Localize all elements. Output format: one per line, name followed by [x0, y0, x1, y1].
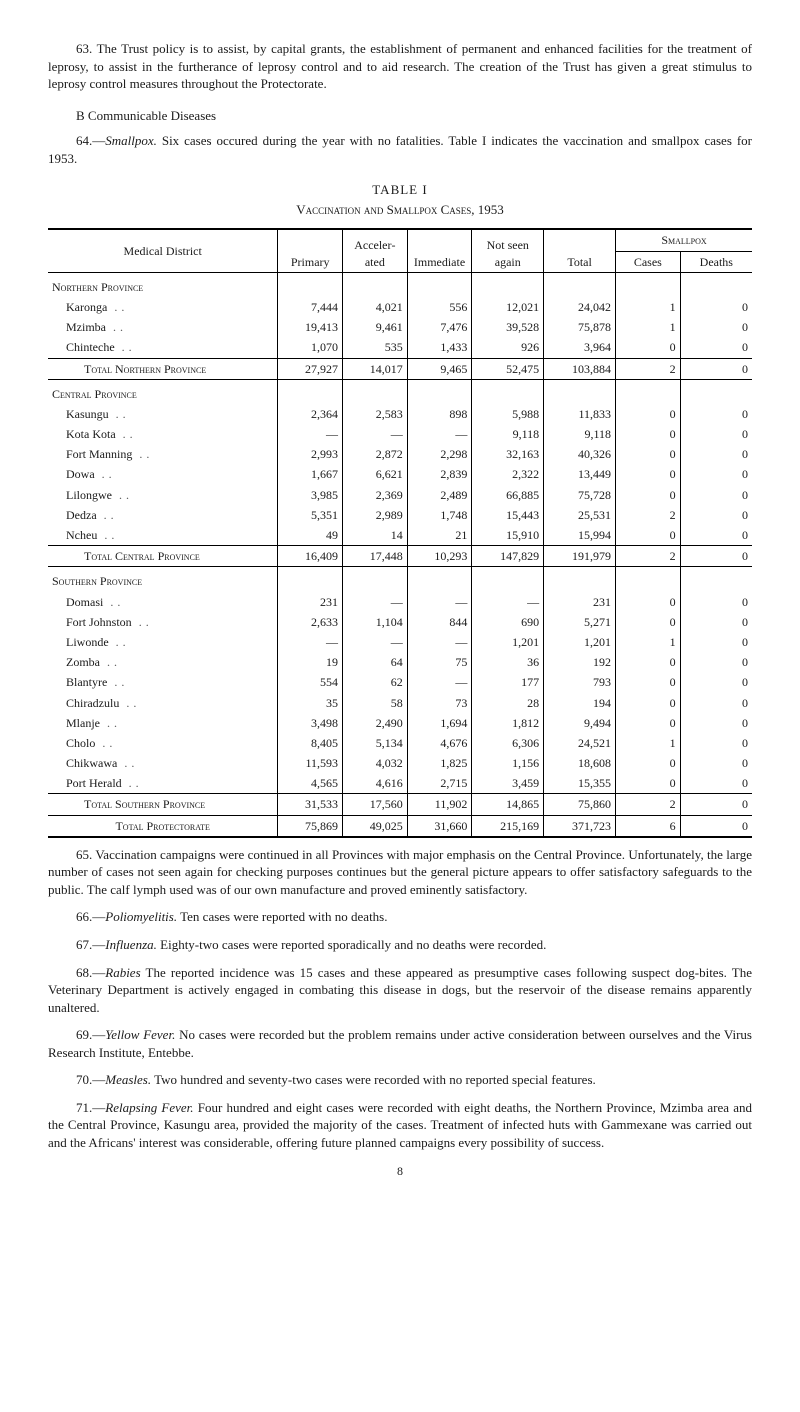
col-smallpox: Smallpox	[616, 229, 753, 251]
section-total-label: Total Northern Province	[48, 358, 278, 379]
grand-total-row: Total Protectorate75,869 49,025 31,660 2…	[48, 815, 752, 837]
section-total-label: Total Central Province	[48, 546, 278, 567]
para-70-rest: Two hundred and seventy-two cases were r…	[151, 1072, 596, 1087]
para-66: 66.—Poliomyelitis. Ten cases were report…	[48, 908, 752, 926]
table-row: Zomba19 64 75 36 192 0 0	[48, 652, 752, 672]
table-row: Liwonde— — — 1,201 1,201 1 0	[48, 632, 752, 652]
table-row: Cholo8,405 5,134 4,676 6,306 24,521 1 0	[48, 733, 752, 753]
col-not-seen: Not seen again	[472, 229, 544, 272]
col-medical-district: Medical District	[48, 229, 278, 272]
para-64: 64.—Smallpox. Six cases occured during t…	[48, 132, 752, 167]
table-row-label: Liwonde	[48, 632, 278, 652]
para-64-lead: 64.—	[76, 133, 105, 148]
section-head: Northern Province	[48, 272, 278, 297]
para-66-em: Poliomyelitis.	[105, 909, 177, 924]
table-row: Blantyre554 62 — 177 793 0 0	[48, 672, 752, 692]
section-head: Central Province	[48, 379, 278, 404]
table-row-label: Dowa	[48, 464, 278, 484]
table-row: Chinteche1,070 535 1,433 926 3,964 0 0	[48, 337, 752, 358]
table-row: Fort Manning2,993 2,872 2,298 32,163 40,…	[48, 444, 752, 464]
table-row-label: Domasi	[48, 592, 278, 612]
page-number: 8	[48, 1163, 752, 1179]
table-row: Port Herald4,565 4,616 2,715 3,459 15,35…	[48, 773, 752, 794]
section-total-row: Total Central Province16,409 17,448 10,2…	[48, 546, 752, 567]
para-69: 69.—Yellow Fever. No cases were recorded…	[48, 1026, 752, 1061]
para-66-rest: Ten cases were reported with no deaths.	[177, 909, 387, 924]
col-accelerated: Acceler­ated	[343, 229, 408, 272]
col-deaths: Deaths	[680, 251, 752, 272]
table-title: TABLE I	[48, 181, 752, 199]
table-row: Kota Kota— — — 9,118 9,118 0 0	[48, 424, 752, 444]
table-row-label: Mlanje	[48, 713, 278, 733]
table-row-label: Ncheu	[48, 525, 278, 546]
table-row-label: Chikwawa	[48, 753, 278, 773]
para-68-lead: 68.—	[76, 965, 105, 980]
para-68-em: Rabies	[105, 965, 140, 980]
para-65: 65. Vaccination campaigns were continued…	[48, 846, 752, 899]
para-68-rest: The reported incidence was 15 cases and …	[48, 965, 752, 1015]
para-67-lead: 67.—	[76, 937, 105, 952]
para-70-lead: 70.—	[76, 1072, 105, 1087]
col-immediate: Imme­diate	[407, 229, 472, 272]
table-row: Lilongwe3,985 2,369 2,489 66,885 75,728 …	[48, 485, 752, 505]
table-row-label: Blantyre	[48, 672, 278, 692]
table-row: Karonga7,444 4,021 556 12,021 24,042 1 0	[48, 297, 752, 317]
para-63: 63. The Trust policy is to assist, by ca…	[48, 40, 752, 93]
table-row-label: Fort Manning	[48, 444, 278, 464]
table-row: Chikwawa11,593 4,032 1,825 1,156 18,608 …	[48, 753, 752, 773]
table-row: Dedza5,351 2,989 1,748 15,443 25,531 2 0	[48, 505, 752, 525]
para-71-em: Relapsing Fever.	[105, 1100, 193, 1115]
table-row-label: Kota Kota	[48, 424, 278, 444]
grand-total-label: Total Protectorate	[48, 815, 278, 837]
table-row-label: Karonga	[48, 297, 278, 317]
para-71: 71.—Relapsing Fever. Four hundred and ei…	[48, 1099, 752, 1152]
para-70-em: Measles.	[105, 1072, 151, 1087]
table-row: Ncheu49 14 21 15,910 15,994 0 0	[48, 525, 752, 546]
table-row: Kasungu2,364 2,583 898 5,988 11,833 0 0	[48, 404, 752, 424]
table-row: Mlanje3,498 2,490 1,694 1,812 9,494 0 0	[48, 713, 752, 733]
table-row: Dowa1,667 6,621 2,839 2,322 13,449 0 0	[48, 464, 752, 484]
section-b-heading: B Communicable Diseases	[76, 107, 752, 125]
table-row-label: Zomba	[48, 652, 278, 672]
para-71-lead: 71.—	[76, 1100, 105, 1115]
table-row-label: Fort Johnston	[48, 612, 278, 632]
section-total-row: Total Northern Province27,927 14,017 9,4…	[48, 358, 752, 379]
para-67-em: Influenza.	[105, 937, 157, 952]
col-cases: Cases	[616, 251, 681, 272]
table-row-label: Cholo	[48, 733, 278, 753]
table-row: Mzimba19,413 9,461 7,476 39,528 75,878 1…	[48, 317, 752, 337]
table-row-label: Kasungu	[48, 404, 278, 424]
section-total-label: Total Southern Province	[48, 794, 278, 815]
table-row-label: Port Herald	[48, 773, 278, 794]
table-subtitle: Vaccination and Smallpox Cases, 1953	[48, 201, 752, 219]
smallpox-table: Medical District Primary Acceler­ated Im…	[48, 228, 752, 837]
table-row-label: Chiradzulu	[48, 693, 278, 713]
para-70: 70.—Measles. Two hundred and seventy-two…	[48, 1071, 752, 1089]
para-67: 67.—Influenza. Eighty-two cases were rep…	[48, 936, 752, 954]
para-66-lead: 66.—	[76, 909, 105, 924]
table-row-label: Lilongwe	[48, 485, 278, 505]
section-total-row: Total Southern Province31,533 17,560 11,…	[48, 794, 752, 815]
col-primary: Primary	[278, 229, 343, 272]
para-64-em: Smallpox.	[105, 133, 157, 148]
table-row: Domasi231 — — — 231 0 0	[48, 592, 752, 612]
section-head: Southern Province	[48, 567, 278, 592]
table-row-label: Dedza	[48, 505, 278, 525]
para-69-em: Yellow Fever.	[105, 1027, 175, 1042]
table-row: Chiradzulu35 58 73 28 194 0 0	[48, 693, 752, 713]
para-68: 68.—Rabies The reported incidence was 15…	[48, 964, 752, 1017]
table-row-label: Mzimba	[48, 317, 278, 337]
para-67-rest: Eighty-two cases were reported sporadica…	[157, 937, 546, 952]
table-row-label: Chinteche	[48, 337, 278, 358]
table-row: Fort Johnston2,633 1,104 844 690 5,271 0…	[48, 612, 752, 632]
col-total: Total	[544, 229, 616, 272]
para-69-lead: 69.—	[76, 1027, 105, 1042]
